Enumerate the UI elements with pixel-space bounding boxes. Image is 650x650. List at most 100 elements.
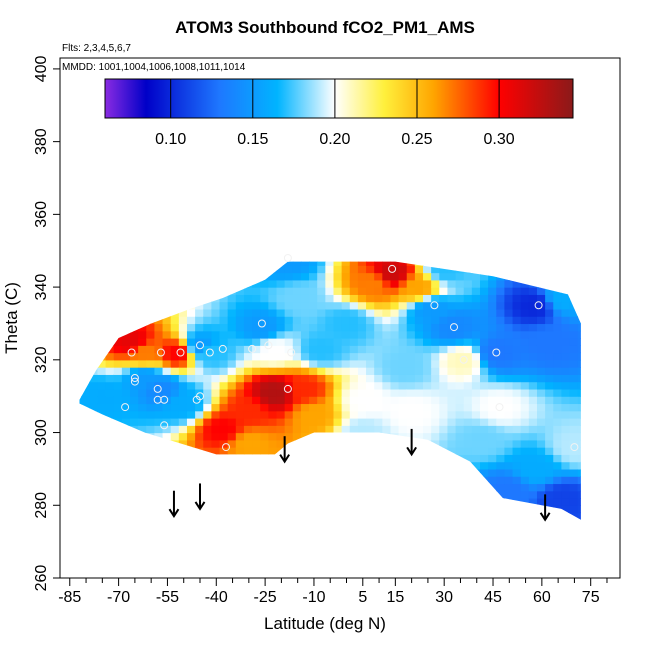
- heatmap-cell: [211, 330, 221, 339]
- heatmap-cell: [561, 418, 571, 426]
- heatmap-cell: [81, 403, 90, 412]
- heatmap-cell: [97, 323, 107, 332]
- heatmap-cell: [488, 359, 497, 368]
- heatmap-cell: [512, 316, 522, 325]
- sample-point: [156, 348, 165, 357]
- heatmap-cell: [406, 287, 416, 295]
- heatmap-cell: [89, 308, 99, 317]
- heatmap-cell: [561, 316, 571, 325]
- heatmap-cell: [227, 396, 237, 405]
- down-arrow-icon: [194, 483, 206, 511]
- heatmap-cell: [105, 330, 115, 339]
- heatmap-cell: [431, 294, 440, 303]
- heatmap-cell: [203, 279, 212, 288]
- heatmap-cell: [496, 461, 506, 470]
- heatmap-cell: [455, 338, 465, 346]
- heatmap-cell: [309, 294, 318, 303]
- heatmap-cell: [586, 302, 595, 310]
- heatmap-cell: [170, 279, 180, 288]
- heatmap-cell: [512, 287, 522, 295]
- sample-point: [121, 403, 130, 412]
- heatmap-cell: [382, 330, 392, 339]
- heatmap-cell: [268, 308, 278, 317]
- heatmap-cell: [170, 432, 180, 441]
- heatmap-cell: [521, 520, 530, 528]
- heatmap-cell: [292, 439, 302, 448]
- heatmap-cell: [121, 432, 131, 441]
- heatmap-cell: [211, 461, 221, 470]
- heatmap-cell: [586, 287, 595, 295]
- heatmap-cell: [414, 338, 424, 346]
- heatmap-cell: [170, 272, 180, 281]
- heatmap-cell: [130, 447, 139, 455]
- heatmap-cell: [138, 308, 147, 317]
- arrow-markers: [168, 428, 551, 522]
- heatmap-cell: [512, 272, 522, 281]
- heatmap-cell: [423, 251, 432, 259]
- heatmap-cell: [284, 330, 294, 339]
- heatmap-cell: [586, 403, 595, 411]
- heatmap-cell: [105, 447, 115, 455]
- heatmap-cell: [504, 301, 514, 310]
- heatmap-cell: [309, 447, 318, 455]
- heatmap-cell: [390, 261, 400, 266]
- heatmap-cell: [236, 520, 245, 528]
- heatmap-cell: [480, 490, 489, 499]
- heatmap-cell: [105, 352, 115, 361]
- heatmap-cell: [130, 308, 139, 317]
- heatmap-cell: [138, 483, 147, 492]
- heatmap-cell: [431, 338, 440, 346]
- heatmap-cell: [423, 425, 432, 434]
- heatmap-cell: [406, 512, 416, 520]
- heatmap-cell: [178, 432, 188, 441]
- heatmap-cell: [97, 410, 107, 419]
- heatmap-cell: [382, 272, 392, 281]
- heatmap-cell: [423, 505, 432, 514]
- heatmap-cell: [130, 512, 139, 520]
- heatmap-cell: [325, 261, 335, 266]
- heatmap-cell: [292, 381, 302, 390]
- heatmap-cell: [260, 261, 269, 266]
- heatmap-cell: [178, 287, 188, 295]
- heatmap-cell: [268, 410, 278, 419]
- heatmap-cell: [309, 265, 318, 274]
- heatmap-cell: [105, 490, 115, 499]
- heatmap-cell: [488, 461, 497, 470]
- heatmap-cell: [423, 330, 432, 339]
- heatmap-cell: [366, 294, 375, 303]
- heatmap-cell: [569, 338, 579, 346]
- heatmap-cell: [569, 323, 579, 332]
- heatmap-cell: [130, 301, 139, 310]
- heatmap-cell: [366, 345, 375, 354]
- heatmap-cell: [528, 512, 538, 520]
- heatmap-cell: [569, 359, 579, 368]
- heatmap-cell: [300, 338, 310, 346]
- heatmap-cell: [235, 483, 245, 492]
- heatmap-cell: [252, 403, 261, 412]
- heatmap-cell: [577, 359, 581, 368]
- heatmap-cell: [545, 505, 554, 514]
- heatmap-cell: [431, 261, 440, 266]
- heatmap-cell: [292, 425, 302, 434]
- heatmap-cell: [341, 308, 351, 317]
- heatmap-cell: [268, 520, 277, 528]
- heatmap-cell: [545, 425, 554, 434]
- heatmap-cell: [471, 388, 481, 397]
- heatmap-cell: [292, 294, 302, 303]
- heatmap-cell: [423, 476, 432, 485]
- heatmap-cell: [277, 520, 286, 528]
- heatmap-cell: [545, 265, 554, 274]
- heatmap-cell: [146, 498, 156, 506]
- heatmap-cell: [292, 316, 302, 325]
- heatmap-cell: [536, 447, 546, 455]
- heatmap-cell: [276, 330, 286, 339]
- heatmap-cell: [300, 483, 310, 492]
- heatmap-cell: [154, 476, 164, 485]
- heatmap-cell: [130, 251, 139, 259]
- heatmap-cell: [463, 447, 473, 455]
- heatmap-cell: [178, 345, 188, 354]
- heatmap-cell: [488, 439, 497, 448]
- heatmap-cell: [113, 468, 123, 477]
- heatmap-cell: [268, 338, 278, 346]
- heatmap-cell: [463, 287, 473, 295]
